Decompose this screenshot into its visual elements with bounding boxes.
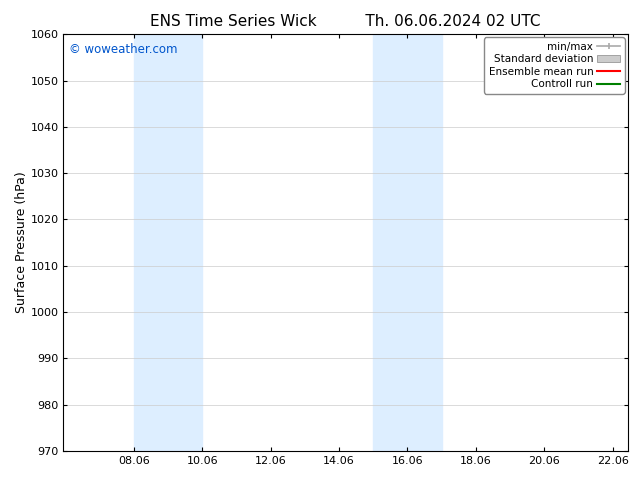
Bar: [373, 34, 442, 451]
Text: © woweather.com: © woweather.com: [69, 43, 178, 56]
Bar: [134, 34, 202, 451]
Title: ENS Time Series Wick          Th. 06.06.2024 02 UTC: ENS Time Series Wick Th. 06.06.2024 02 U…: [150, 14, 541, 29]
Legend: min/max, Standard deviation, Ensemble mean run, Controll run: min/max, Standard deviation, Ensemble me…: [484, 37, 624, 94]
Y-axis label: Surface Pressure (hPa): Surface Pressure (hPa): [15, 172, 28, 314]
